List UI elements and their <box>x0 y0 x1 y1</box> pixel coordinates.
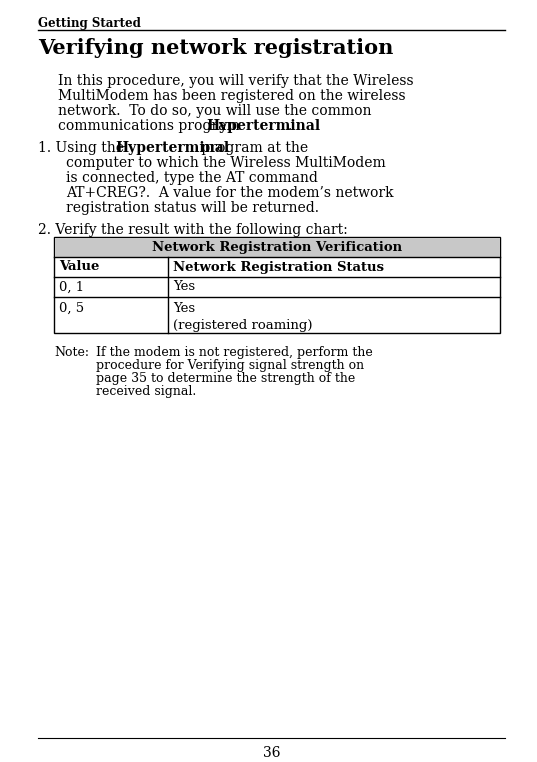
Text: communications program: communications program <box>58 119 244 133</box>
Text: 36: 36 <box>263 746 280 760</box>
Text: MultiModem has been registered on the wireless: MultiModem has been registered on the wi… <box>58 89 405 103</box>
Text: Value: Value <box>59 261 99 274</box>
Text: is connected, type the AT command: is connected, type the AT command <box>66 171 318 185</box>
Text: 0, 5: 0, 5 <box>59 302 84 315</box>
Text: procedure for Verifying signal strength on: procedure for Verifying signal strength … <box>96 359 364 372</box>
Text: Yes
(registered roaming): Yes (registered roaming) <box>173 302 313 332</box>
Text: Network Registration Verification: Network Registration Verification <box>152 241 402 254</box>
Text: If the modem is not registered, perform the: If the modem is not registered, perform … <box>96 346 373 359</box>
Text: Yes: Yes <box>173 280 195 293</box>
Text: 2. Verify the result with the following chart:: 2. Verify the result with the following … <box>38 223 348 237</box>
Text: network.  To do so, you will use the common: network. To do so, you will use the comm… <box>58 104 372 118</box>
Text: received signal.: received signal. <box>96 385 196 398</box>
Text: Hyperterminal: Hyperterminal <box>206 119 320 133</box>
Text: Hyperterminal: Hyperterminal <box>115 141 229 155</box>
Text: In this procedure, you will verify that the Wireless: In this procedure, you will verify that … <box>58 74 413 88</box>
Text: computer to which the Wireless MultiModem: computer to which the Wireless MultiMode… <box>66 156 386 170</box>
Text: program at the: program at the <box>197 141 308 155</box>
Text: 0, 1: 0, 1 <box>59 280 84 293</box>
Bar <box>54 238 499 257</box>
Text: AT+CREG?.  A value for the modem’s network: AT+CREG?. A value for the modem’s networ… <box>66 186 394 200</box>
Text: Network Registration Status: Network Registration Status <box>173 261 384 274</box>
Text: page 35 to determine the strength of the: page 35 to determine the strength of the <box>96 372 355 385</box>
Text: registration status will be returned.: registration status will be returned. <box>66 201 319 215</box>
Text: Getting Started: Getting Started <box>38 17 141 30</box>
Bar <box>54 237 500 333</box>
Text: Note:: Note: <box>54 346 89 359</box>
Text: 1. Using the: 1. Using the <box>38 141 128 155</box>
Text: Verifying network registration: Verifying network registration <box>38 38 394 58</box>
Text: .: . <box>288 119 292 133</box>
